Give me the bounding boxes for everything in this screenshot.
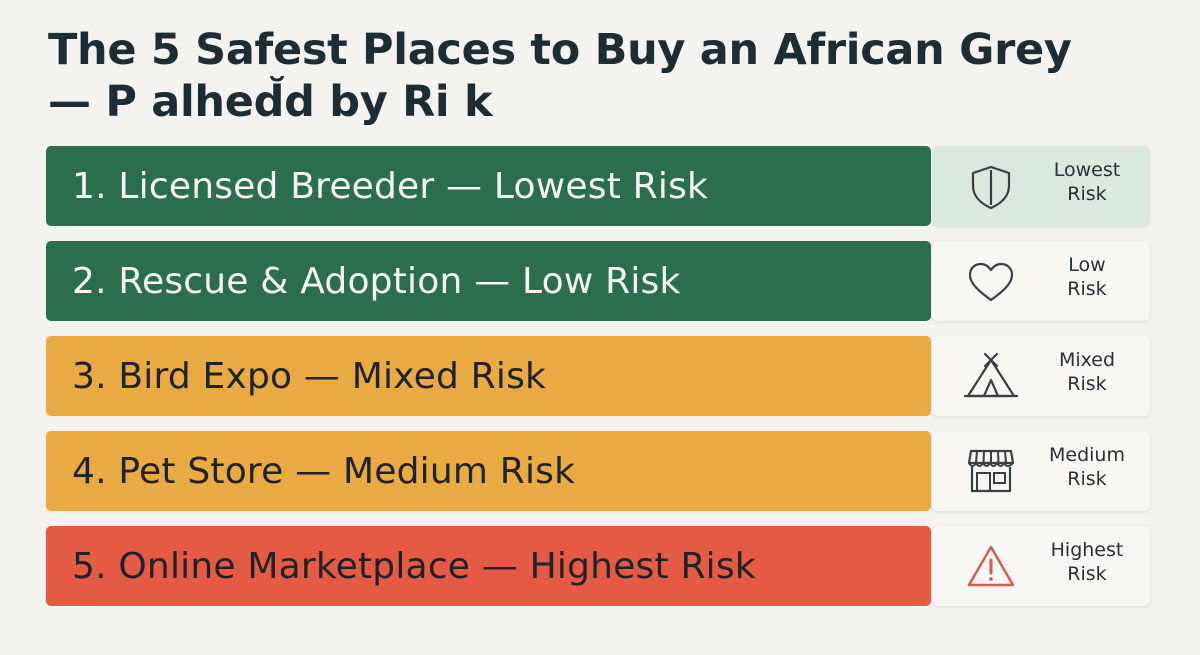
risk-tag-label: Highest Risk [1032, 538, 1142, 586]
title-line-1: The 5 Safest Places to Buy an African Gr… [48, 25, 1072, 75]
storefront-icon [967, 449, 1015, 493]
risk-tag-level: Medium [1049, 444, 1125, 466]
shield-icon [971, 165, 1011, 210]
risk-tag-lowest: Lowest Risk [932, 146, 1150, 226]
risk-tag-label: Low Risk [1032, 253, 1142, 301]
heart-icon [968, 262, 1014, 302]
risk-tag-highest: Highest Risk [932, 526, 1150, 606]
risk-tag-word: Risk [1067, 183, 1107, 205]
ranking-bar-bird-expo: 3. Bird Expo — Mixed Risk [46, 336, 931, 416]
risk-tag-mixed: Mixed Risk [932, 336, 1150, 416]
risk-tag-low: Low Risk [932, 241, 1150, 321]
risk-tag-word: Risk [1067, 373, 1107, 395]
risk-tag-label: Mixed Risk [1032, 348, 1142, 396]
ranking-bar-rescue-adoption: 2. Rescue & Adoption — Low Risk [46, 241, 931, 321]
page-title: The 5 Safest Places to Buy an African Gr… [48, 24, 1158, 128]
risk-tag-word: Risk [1067, 468, 1107, 490]
ranking-row-online-marketplace: 5. Online Marketplace — Highest Risk Hig… [46, 526, 1150, 606]
ranking-bar-pet-store: 4. Pet Store — Medium Risk [46, 431, 931, 511]
risk-tag-label: Lowest Risk [1032, 158, 1142, 206]
ranking-row-pet-store: 4. Pet Store — Medium Risk Medium Risk [46, 431, 1150, 511]
risk-tag-word: Risk [1067, 563, 1107, 585]
warning-icon [967, 545, 1015, 587]
risk-tag-level: Highest [1050, 539, 1124, 561]
title-line-2: — P alhed̆d by Ri k [48, 77, 493, 127]
ranking-bar-licensed-breeder: 1. Licensed Breeder — Lowest Risk [46, 146, 931, 226]
tent-icon [963, 352, 1019, 398]
risk-tag-level: Low [1068, 254, 1106, 276]
ranking-bar-online-marketplace: 5. Online Marketplace — Highest Risk [46, 526, 931, 606]
risk-tag-word: Risk [1067, 278, 1107, 300]
risk-tag-level: Lowest [1053, 159, 1121, 181]
ranking-row-rescue-adoption: 2. Rescue & Adoption — Low Risk Low Risk [46, 241, 1150, 321]
risk-tag-level: Mixed [1058, 349, 1116, 371]
ranking-row-bird-expo: 3. Bird Expo — Mixed Risk Mixed Risk [46, 336, 1150, 416]
risk-tag-medium: Medium Risk [932, 431, 1150, 511]
ranking-row-licensed-breeder: 1. Licensed Breeder — Lowest Risk Lowest… [46, 146, 1150, 226]
risk-tag-label: Medium Risk [1032, 443, 1142, 491]
risk-ranking-list: 1. Licensed Breeder — Lowest Risk Lowest… [46, 146, 1150, 621]
